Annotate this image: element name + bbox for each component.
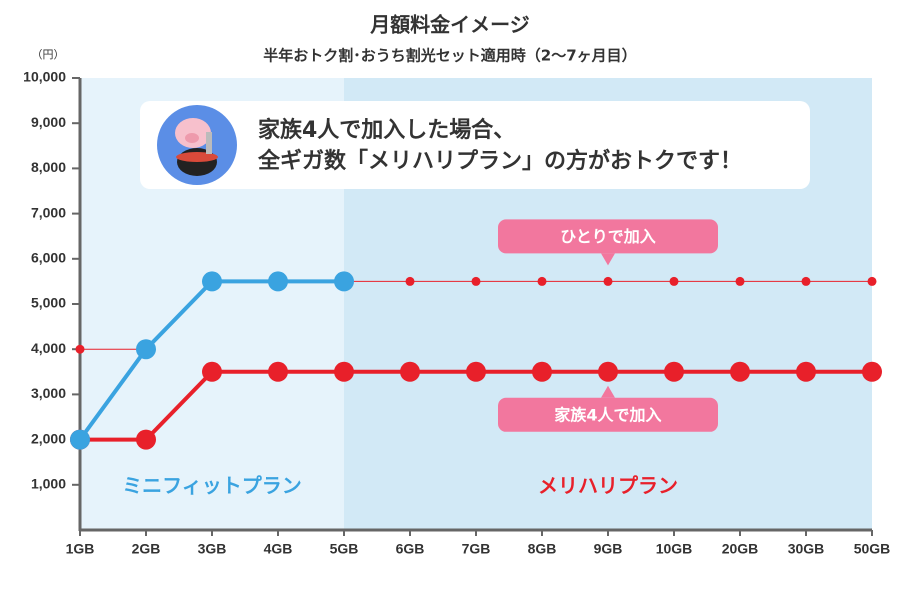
plan-label: ミニフィットプラン [122,474,302,498]
x-tick-label: 50GB [854,541,891,557]
y-tick-label: 10,000 [23,69,66,85]
callout-pointer [601,385,615,398]
callout-text: ひとりで加入 [560,227,656,246]
y-tick-label: 5,000 [31,295,66,311]
y-tick-label: 3,000 [31,385,66,401]
callout-pointer [601,253,615,266]
series-point [537,276,547,286]
series-point [669,276,679,286]
series-point [268,271,288,292]
y-tick-label: 1,000 [31,476,66,492]
series-point [471,276,481,286]
pig-nose [185,133,199,143]
y-tick-label: 4,000 [31,340,66,356]
message-background [140,101,810,189]
series-point [867,276,877,286]
chart-title: 月額料金イメージ [369,13,530,37]
series-point [466,361,486,382]
message-line: 全ギガ数「メリハリプラン」の方がおトクです！ [257,148,742,174]
x-tick-label: 10GB [656,541,693,557]
series-point [405,276,415,286]
x-tick-label: 9GB [594,541,623,557]
series-point [801,276,811,286]
x-tick-label: 7GB [462,541,491,557]
x-tick-label: 5GB [330,541,359,557]
series-point [730,361,750,382]
y-tick-label: 9,000 [31,114,66,130]
series-point [75,344,85,354]
chart-subtitle: 半年おトク割･おうち割光セット適用時（2〜7ヶ月目） [263,47,636,65]
series-point [598,361,618,382]
pig-spoon [206,132,212,154]
series-point [268,361,288,382]
x-tick-label: 2GB [132,541,161,557]
x-tick-label: 8GB [528,541,557,557]
x-tick-label: 20GB [722,541,759,557]
pig-face [175,118,211,148]
series-point [334,271,354,292]
x-tick-label: 6GB [396,541,425,557]
y-tick-label: 6,000 [31,250,66,266]
y-tick-label: 2,000 [31,430,66,446]
series-point [532,361,552,382]
series-point [202,361,222,382]
callout-box [498,219,718,254]
x-tick-label: 3GB [198,541,227,557]
series-point [862,361,882,382]
series-point [735,276,745,286]
series-point [664,361,684,382]
series-point [136,429,156,450]
series-point [136,339,156,360]
message-line: 家族4人で加入した場合、 [258,117,515,143]
series-point [70,429,90,450]
series-point [603,276,613,286]
pig-bowl-rim [176,152,218,162]
y-unit: （円） [32,48,65,61]
series-point [400,361,420,382]
x-tick-label: 30GB [788,541,825,557]
message-box: 家族4人で加入した場合、 全ギガ数「メリハリプラン」の方がおトクです！ [140,101,810,189]
y-tick-label: 8,000 [31,159,66,175]
x-tick-label: 4GB [264,541,293,557]
y-tick-label: 7,000 [31,204,66,220]
series-point [202,271,222,292]
callout-text: 家族4人で加入 [554,405,661,424]
callout-box [498,397,718,432]
plan-label: メリハリプラン [538,474,678,498]
x-tick-label: 1GB [66,541,95,557]
series-point [334,361,354,382]
series-point [796,361,816,382]
